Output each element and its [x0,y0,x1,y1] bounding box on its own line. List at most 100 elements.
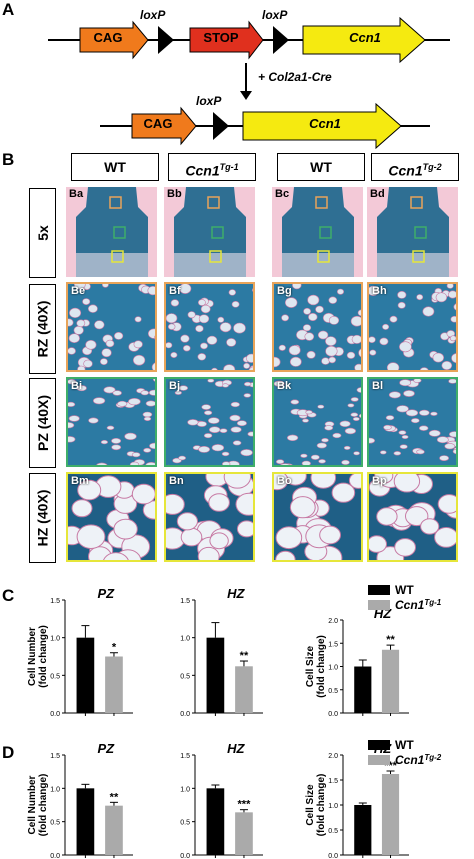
tile-label: Bf [169,285,181,297]
loxp-label: loxP [140,8,165,22]
cag-label: CAG [143,116,173,131]
row-label-text: 5x [34,225,51,241]
bar [206,637,225,713]
tile-label: Bb [167,188,182,200]
construct-diagram [48,16,450,150]
ccn1-label: Ccn1 [309,116,341,131]
y-tick-label: 1.0 [180,786,190,793]
y-axis-label: Cell Size [305,646,316,688]
tile-label: Bp [372,475,387,487]
panel-label-a: A [2,0,15,19]
legend-sup: Tg-2 [424,753,441,762]
tile-label: Bd [370,188,385,200]
col-header-tg1: Ccn1Tg-1 [168,153,256,181]
panel-label-d: D [2,743,15,762]
y-axis-label: (fold change) [316,774,327,837]
tile-label: Bi [71,380,82,392]
chondrocyte-image: Bg [272,282,363,372]
y-tick-label: 1.5 [50,753,60,760]
chondrocyte-image: Bk [272,377,363,467]
y-tick-label: 1.0 [50,636,60,643]
y-axis-label: (fold change) [38,774,49,837]
chondrocyte-image: Be [66,282,157,372]
chondrocyte-image: Bf [164,282,255,372]
col-header-wt: WT [71,153,159,181]
y-axis-label: Cell Number [27,627,38,686]
chondrocyte-image: Bl [367,377,458,467]
y-tick-label: 2.0 [328,753,338,760]
ccn1-gene-arrow [242,102,402,150]
bar-chart: 0.0 0.5 1.0 1.5 * PZ Cell Number (fold change) [27,586,133,718]
stop-cassette-arrow [189,20,264,60]
legend-label: Ccn1Tg-1 [395,598,442,612]
cag-promoter-arrow [79,20,149,60]
y-tick-label: 0.5 [328,688,338,695]
legend-label: Ccn1Tg-2 [395,753,442,767]
y-tick-label: 1.5 [180,753,190,760]
significance-label: *** [238,799,252,811]
cag-promoter-arrow [131,106,197,146]
cre-label: + Col2a1-Cre [258,70,332,84]
legend-swatch [368,585,390,595]
legend-swatch [368,740,390,750]
bar [381,649,400,713]
legend-swatch [368,755,390,765]
tile-label: Be [71,285,86,297]
tile-label: Bg [277,285,292,297]
significance-label: ** [240,650,249,662]
panel-label-b: B [2,150,15,169]
loxp-label-text: loxP [262,8,288,22]
y-tick-label: 1.5 [50,598,60,605]
y-tick-label: 1.5 [328,641,338,648]
chondrocyte-image: Bp [367,472,458,562]
bar [105,656,123,713]
bar [235,812,253,855]
loxp-label: loxP [262,8,287,22]
legend-sup: Tg-1 [424,598,441,607]
chondrocyte-image: Bi [66,377,157,467]
y-tick-label: 0.0 [328,711,338,718]
row-label-text: PZ (40X) [34,394,51,452]
bar [105,805,123,855]
chondrocyte-image: Bn [164,472,255,562]
y-axis-label: (fold change) [316,635,327,698]
loxp-label-text: loxP [140,8,166,22]
bar [206,788,225,855]
tile-label: Bn [169,475,184,487]
tile-label: Bh [372,285,387,297]
chondrocyte-image: Bh [367,282,458,372]
y-tick-label: 0.0 [50,711,60,718]
y-tick-label: 0.5 [50,673,60,680]
tile-label: Bo [277,475,292,487]
significance-label: ** [110,791,119,803]
legend-label: WT [395,738,414,752]
y-axis-label: Cell Number [27,775,38,834]
y-tick-label: 0.0 [180,711,190,718]
chart-title: PZ [97,741,115,756]
growth-plate-image: Ba [66,187,157,277]
bar [354,805,372,855]
chondrocyte-image: Bo [272,472,363,562]
row-label-rz: RZ (40X) [29,284,56,374]
col-header-text: WT [310,159,332,175]
bar [76,637,95,713]
bar-chart: 0.0 0.5 1.0 1.5 ** HZ [180,586,263,718]
chondrocyte-image: Bm [66,472,157,562]
y-tick-label: 1.0 [328,803,338,810]
ccn1-label: Ccn1 [349,30,381,45]
bar [76,788,95,855]
row-label-text: RZ (40X) [34,300,51,358]
y-tick-label: 0.0 [328,853,338,859]
tile-label: Bj [169,380,180,392]
y-tick-label: 2.0 [328,618,338,625]
tile-label: Bl [372,380,383,392]
significance-label: ** [386,634,395,646]
row-label-hz: HZ (40X) [29,473,56,563]
loxp-label: loxP [196,94,222,108]
chart-title: HZ [227,586,245,601]
tile-label: Bm [71,475,89,487]
bar [235,666,253,713]
col-header-text: WT [104,159,126,175]
